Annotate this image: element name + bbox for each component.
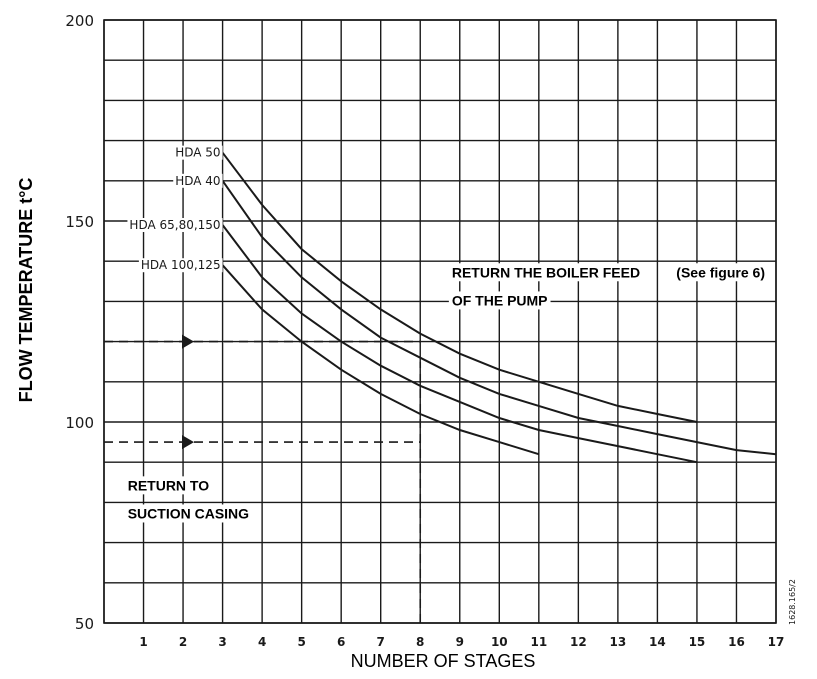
series-line-3 bbox=[221, 224, 698, 464]
series-label-background bbox=[127, 218, 223, 233]
series-label-background bbox=[138, 258, 223, 273]
y-tick-label: 200 bbox=[65, 12, 94, 30]
series-line-2 bbox=[221, 180, 777, 456]
annotation-2: OF THE PUMP bbox=[452, 292, 548, 308]
x-tick-label: 14 bbox=[649, 635, 666, 649]
x-tick-label: 7 bbox=[377, 635, 385, 649]
x-tick-label: 9 bbox=[456, 635, 464, 649]
reference-lines bbox=[104, 334, 422, 623]
annotation-3: (See figure 6) bbox=[676, 264, 765, 280]
series-label-background bbox=[173, 145, 223, 160]
x-tick-label: 6 bbox=[337, 635, 345, 649]
x-tick-label: 11 bbox=[530, 635, 547, 649]
series-line-1 bbox=[221, 152, 698, 423]
annotation-background bbox=[673, 263, 769, 282]
annotation-background bbox=[448, 291, 551, 310]
arrow-right-icon bbox=[182, 334, 195, 349]
series-labels: HDA 50 HDA 40 HDA 65,80,150 HDA 100,125 bbox=[127, 145, 223, 273]
y-tick-label: 100 bbox=[65, 414, 94, 432]
y-tick-label: 50 bbox=[75, 615, 94, 633]
series-line-4 bbox=[221, 264, 540, 456]
annotation-4: RETURN TO bbox=[128, 477, 210, 493]
series-label-4: HDA 100,125 bbox=[141, 258, 221, 272]
x-tick-label: 16 bbox=[728, 635, 745, 649]
x-tick-label: 15 bbox=[689, 635, 706, 649]
x-axis-label: NUMBER OF STAGES bbox=[351, 651, 536, 671]
code-label: 1628.165/2 bbox=[788, 579, 797, 625]
y-axis-label: FLOW TEMPERATURE t°C bbox=[16, 178, 36, 403]
annotation-background bbox=[124, 476, 213, 495]
x-tick-label: 10 bbox=[491, 635, 508, 649]
series-label-background bbox=[173, 173, 223, 188]
x-tick-label: 12 bbox=[570, 635, 587, 649]
annotation-1: RETURN THE BOILER FEED bbox=[452, 264, 640, 280]
x-tick-label: 8 bbox=[416, 635, 424, 649]
x-tick-label: 5 bbox=[297, 635, 305, 649]
x-tick-label: 2 bbox=[179, 635, 187, 649]
arrow-right-icon bbox=[182, 435, 195, 450]
annotation-5: SUCTION CASING bbox=[128, 505, 249, 521]
annotation-background bbox=[124, 504, 253, 523]
series-label-3: HDA 65,80,150 bbox=[129, 218, 220, 232]
x-tick-label: 4 bbox=[258, 635, 266, 649]
y-tick-label: 150 bbox=[65, 213, 94, 231]
x-tick-label: 17 bbox=[768, 635, 785, 649]
annotation-background bbox=[448, 263, 644, 282]
plot-frame bbox=[103, 19, 777, 624]
grid bbox=[103, 19, 777, 624]
series-label-1: HDA 50 bbox=[175, 146, 220, 160]
series-label-2: HDA 40 bbox=[175, 174, 220, 188]
x-tick-label: 3 bbox=[218, 635, 226, 649]
annotations: RETURN THE BOILER FEED OF THE PUMP (See fi… bbox=[124, 263, 769, 523]
curves bbox=[221, 152, 777, 464]
x-tick-label: 1 bbox=[139, 635, 147, 649]
x-tick-label: 13 bbox=[610, 635, 627, 649]
